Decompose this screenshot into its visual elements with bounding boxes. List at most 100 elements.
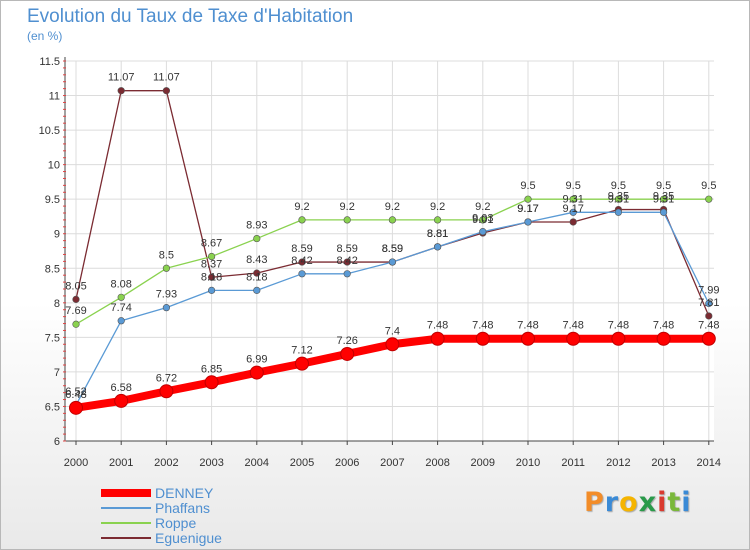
data-label: 9.5 [520,180,535,192]
data-label: 7.26 [336,335,357,347]
data-point [208,273,216,281]
data-label: 7.12 [291,345,312,357]
data-point [388,258,397,266]
data-point [614,208,623,216]
data-label: 7.74 [110,302,131,314]
data-label: 9.2 [385,201,400,213]
labels-roppe: 7.69 8.08 8.5 8.67 8.93 9.2 9.2 9.2 9.2 9.2 9.5 9.5… [65,180,716,317]
data-label: 9.2 [430,201,445,213]
data-point [208,252,216,261]
legend-label: Eguenigue [155,530,222,546]
data-point [117,293,125,301]
data-label: 11.07 [108,72,135,84]
data-point [295,356,309,371]
data-point [340,346,355,361]
data-point [343,270,351,278]
data-label: 8.42 [291,255,312,267]
data-label: 7.69 [65,305,86,317]
data-label: 7.48 [427,320,448,332]
data-label: 6.72 [156,372,177,384]
data-point [72,295,80,303]
data-point [388,216,397,224]
labels-phaffans: 6.527.747.938.18 8.188.42 8.428.598.819.03… [65,193,719,398]
data-label: 9.03 [472,213,493,225]
x-tick-label: 2011 [561,457,585,469]
y-tick-label: 10.5 [39,125,60,137]
data-point [659,208,668,216]
data-label: 9.31 [608,193,629,205]
data-point [479,216,487,224]
data-label: 7.48 [517,320,538,332]
data-point [253,234,261,243]
x-tick-label: 2007 [380,457,404,469]
y-tick-label: 10 [48,160,60,172]
data-point [705,195,713,203]
data-label: 8.43 [246,254,267,266]
y-tick-label: 11 [49,91,60,103]
data-point [117,87,125,95]
logo-letter: i [681,487,692,518]
x-tick-label: 2000 [64,457,88,469]
data-label: 8.59 [336,243,357,255]
data-label: 8.59 [382,243,403,255]
data-point [566,331,581,346]
labels-eguenigue: 8.05 11.07 11.07 8.37 8.43 8.59 8.59 8.59 8.81 9.… [65,72,719,309]
data-label: 8.59 [291,243,312,255]
logo-letter: P [584,487,605,518]
data-label: 8.05 [65,280,86,292]
data-point [162,264,170,272]
data-point [434,243,442,251]
y-tick-label: 7 [54,367,60,379]
data-point [475,331,490,346]
x-tick-label: 2005 [290,457,314,469]
logo-letter: i [657,487,668,518]
data-point [253,269,261,277]
y-tick-label: 6 [54,436,60,448]
data-label: 9.2 [294,201,309,213]
data-point [524,218,532,226]
data-label: 6.99 [246,354,267,366]
labels-denney: 6.48 6.58 6.72 6.85 6.99 7.12 7.26 7.4 7.48 7.48 7… [65,320,719,401]
data-point [614,195,623,203]
series-denney [69,331,716,415]
data-label: 7.48 [608,320,629,332]
data-label: 6.58 [110,382,131,394]
chart-title: Evolution du Taux de Taxe d'Habitation [27,6,354,27]
data-label: 9.2 [340,201,355,213]
x-tick-label: 2004 [245,457,269,469]
data-point [298,258,306,266]
series-phaffans [72,208,713,409]
data-label: 7.81 [698,297,719,309]
data-point [298,216,306,224]
data-label: 6.48 [65,389,86,401]
x-tick-label: 2003 [199,457,223,469]
data-point [569,195,577,203]
data-label: 9.5 [566,180,581,192]
data-point [162,304,170,312]
y-tick-label: 8.5 [45,263,60,275]
x-tick-label: 2012 [606,457,630,469]
y-tick-label: 11.5 [39,56,60,68]
data-point [705,299,713,308]
data-label: 8.37 [201,258,222,270]
data-point [249,365,264,380]
data-point [72,320,80,328]
data-point [385,337,400,352]
proxiti-logo: Proxiti [584,487,692,518]
data-point [204,375,219,390]
x-tick-label: 2008 [425,457,449,469]
data-label: 6.52 [65,386,86,398]
data-point [114,393,129,408]
data-point [434,216,442,224]
data-label: 9.17 [562,203,583,215]
x-tick-label: 2014 [697,457,721,469]
data-label: 9.31 [562,193,583,205]
data-label: 8.59 [382,243,403,255]
x-tick-label: 2001 [109,457,133,469]
data-point [343,258,351,266]
data-point [253,286,261,294]
data-label: 8.93 [246,220,267,232]
data-point [479,228,487,236]
